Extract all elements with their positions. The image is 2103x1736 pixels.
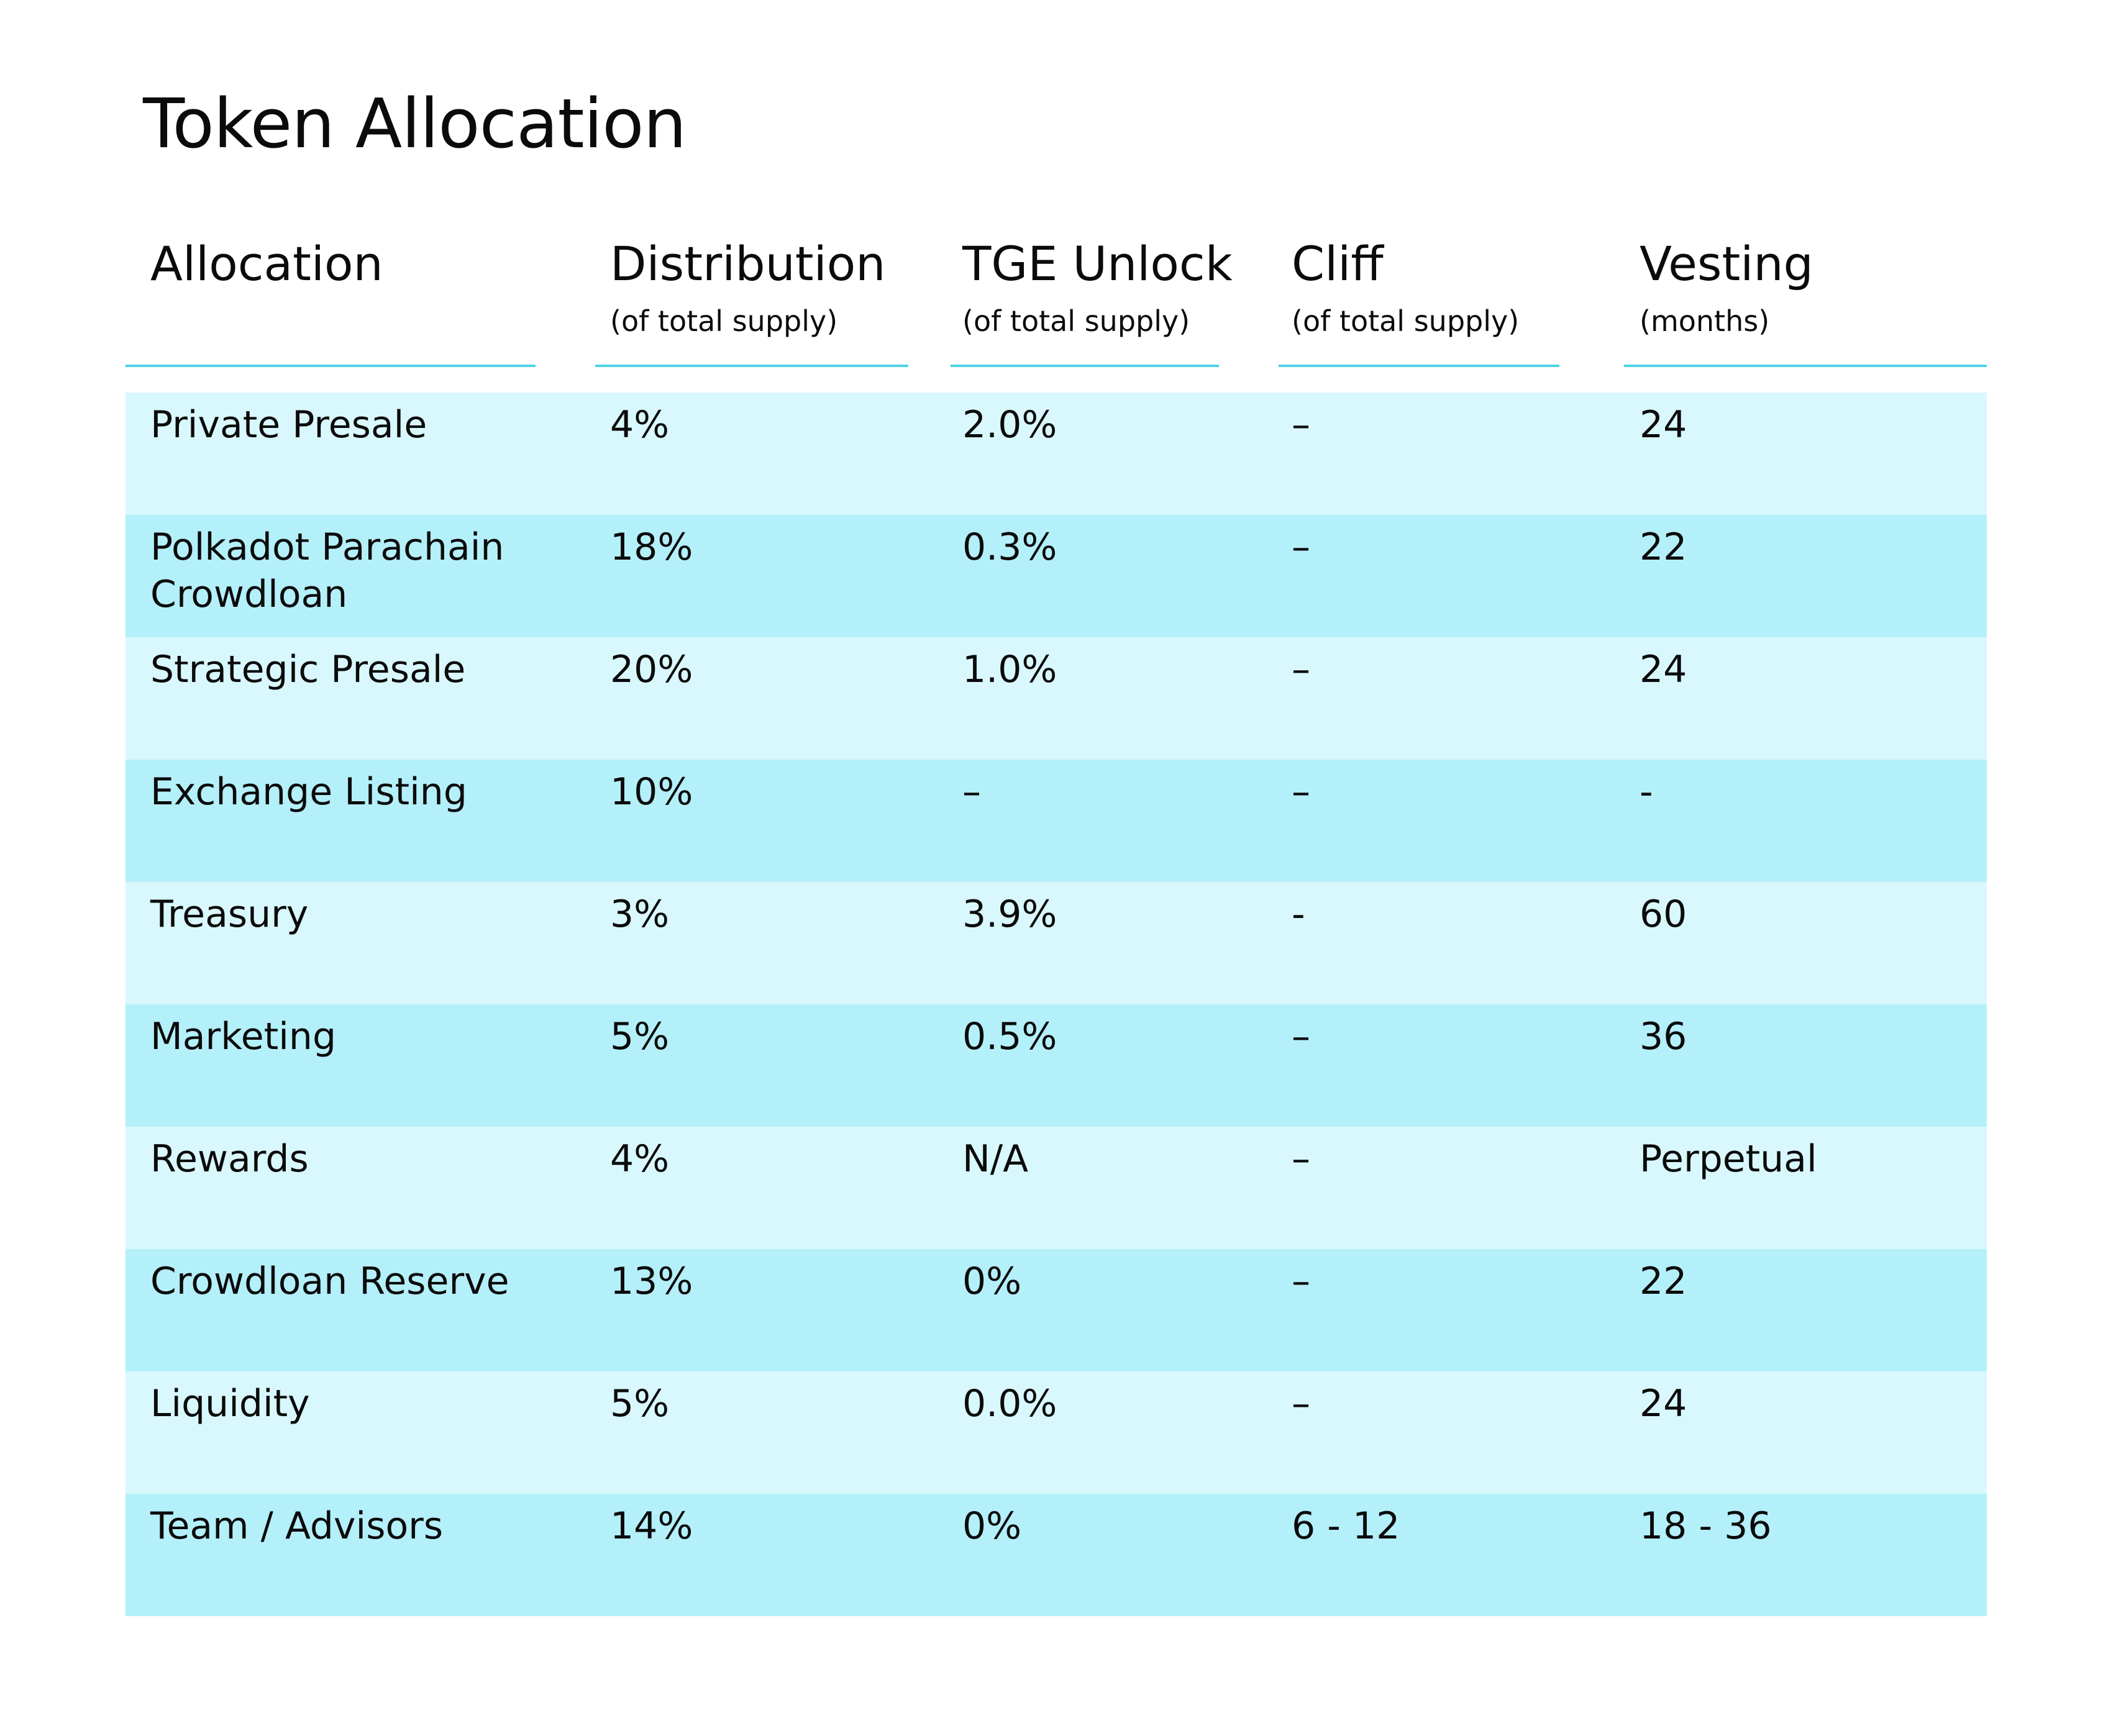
column-subtitle: (months) bbox=[1640, 304, 1770, 338]
cell-cliff: – bbox=[1292, 525, 1310, 569]
table-header: Allocation Distribution (of total supply… bbox=[125, 236, 1987, 393]
table-row: Treasury 3% 3.9% - 60 bbox=[125, 882, 1987, 1004]
cell-vesting: 60 bbox=[1640, 893, 1687, 936]
cell-distribution: 18% bbox=[610, 525, 693, 569]
cell-allocation: Marketing bbox=[150, 1015, 337, 1058]
header-rule bbox=[1624, 365, 1987, 367]
table-row: Team / Advisors 14% 0% 6 - 12 18 - 36 bbox=[125, 1494, 1987, 1616]
column-subtitle: (of total supply) bbox=[1292, 304, 1520, 338]
cell-vesting: 22 bbox=[1640, 525, 1687, 569]
table-row: Crowdloan Reserve 13% 0% – 22 bbox=[125, 1249, 1987, 1371]
cell-tge-unlock: N/A bbox=[962, 1137, 1029, 1181]
cell-allocation: Exchange Listing bbox=[150, 770, 467, 814]
header-rule bbox=[595, 365, 908, 367]
table-row: Polkadot Parachain Crowdloan 18% 0.3% – … bbox=[125, 515, 1987, 637]
cell-distribution: 14% bbox=[610, 1504, 693, 1548]
table-row: Private Presale 4% 2.0% – 24 bbox=[125, 393, 1987, 515]
cell-cliff: – bbox=[1292, 648, 1310, 691]
column-title: Vesting bbox=[1640, 236, 1813, 291]
cell-distribution: 10% bbox=[610, 770, 693, 814]
cell-allocation: Treasury bbox=[150, 893, 309, 936]
cell-cliff: – bbox=[1292, 403, 1310, 447]
token-allocation-table: Allocation Distribution (of total supply… bbox=[125, 236, 1987, 1616]
table-row: Liquidity 5% 0.0% – 24 bbox=[125, 1371, 1987, 1494]
cell-tge-unlock: 3.9% bbox=[962, 893, 1057, 936]
cell-allocation: Team / Advisors bbox=[150, 1504, 444, 1548]
cell-distribution: 5% bbox=[610, 1382, 670, 1425]
column-title: Allocation bbox=[150, 236, 383, 291]
cell-vesting: 36 bbox=[1640, 1015, 1687, 1058]
column-title: TGE Unlock bbox=[962, 236, 1233, 291]
cell-tge-unlock: 2.0% bbox=[962, 403, 1057, 447]
cell-cliff: - bbox=[1292, 893, 1305, 936]
cell-tge-unlock: 0.5% bbox=[962, 1015, 1057, 1058]
cell-distribution: 4% bbox=[610, 403, 670, 447]
cell-tge-unlock: 0% bbox=[962, 1504, 1022, 1548]
column-subtitle: (of total supply) bbox=[962, 304, 1190, 338]
column-title: Distribution bbox=[610, 236, 886, 291]
cell-vesting: 18 - 36 bbox=[1640, 1504, 1772, 1548]
cell-cliff: – bbox=[1292, 1260, 1310, 1303]
cell-vesting: 24 bbox=[1640, 403, 1687, 447]
cell-cliff: – bbox=[1292, 1137, 1310, 1181]
cell-vesting: 24 bbox=[1640, 1382, 1687, 1425]
table-row: Exchange Listing 10% – – - bbox=[125, 760, 1987, 882]
cell-vesting: - bbox=[1640, 770, 1653, 814]
cell-distribution: 4% bbox=[610, 1137, 670, 1181]
cell-distribution: 3% bbox=[610, 893, 670, 936]
cell-allocation: Liquidity bbox=[150, 1382, 310, 1425]
cell-cliff: – bbox=[1292, 770, 1310, 814]
cell-allocation: Private Presale bbox=[150, 403, 427, 447]
cell-vesting: 24 bbox=[1640, 648, 1687, 691]
header-rule bbox=[951, 365, 1219, 367]
cell-vesting: 22 bbox=[1640, 1260, 1687, 1303]
column-subtitle: (of total supply) bbox=[610, 304, 838, 338]
cell-cliff: – bbox=[1292, 1382, 1310, 1425]
page-title: Token Allocation bbox=[143, 84, 687, 163]
table-body: Private Presale 4% 2.0% – 24 Polkadot Pa… bbox=[125, 393, 1987, 1616]
header-rule bbox=[125, 365, 536, 367]
cell-vesting: Perpetual bbox=[1640, 1137, 1817, 1181]
cell-tge-unlock: – bbox=[962, 770, 981, 814]
table-row: Marketing 5% 0.5% – 36 bbox=[125, 1004, 1987, 1127]
cell-allocation: Crowdloan Reserve bbox=[150, 1260, 509, 1303]
cell-cliff: – bbox=[1292, 1015, 1310, 1058]
header-rule bbox=[1279, 365, 1559, 367]
cell-distribution: 20% bbox=[610, 648, 693, 691]
cell-tge-unlock: 0% bbox=[962, 1260, 1022, 1303]
cell-tge-unlock: 0.0% bbox=[962, 1382, 1057, 1425]
cell-tge-unlock: 1.0% bbox=[962, 648, 1057, 691]
cell-cliff: 6 - 12 bbox=[1292, 1504, 1400, 1548]
cell-distribution: 13% bbox=[610, 1260, 693, 1303]
cell-allocation: Polkadot Parachain Crowdloan bbox=[150, 525, 504, 616]
table-row: Strategic Presale 20% 1.0% – 24 bbox=[125, 637, 1987, 760]
column-title: Cliff bbox=[1292, 236, 1384, 291]
table-row: Rewards 4% N/A – Perpetual bbox=[125, 1127, 1987, 1249]
cell-distribution: 5% bbox=[610, 1015, 670, 1058]
cell-allocation: Rewards bbox=[150, 1137, 309, 1181]
cell-allocation: Strategic Presale bbox=[150, 648, 466, 691]
cell-tge-unlock: 0.3% bbox=[962, 525, 1057, 569]
